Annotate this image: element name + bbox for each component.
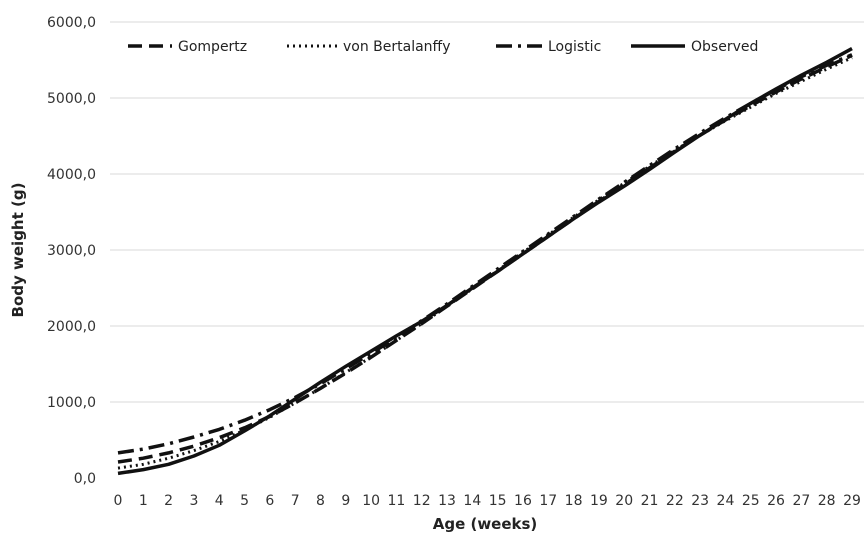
y-tick-label: 6000,0 <box>47 15 96 31</box>
x-tick-label: 9 <box>341 493 350 509</box>
series-line-gompertz <box>117 53 853 464</box>
x-tick-label: 5 <box>240 493 249 509</box>
series-line-logistic <box>117 53 853 455</box>
legend-label: Logistic <box>548 39 601 55</box>
x-tick-label: 12 <box>413 493 431 509</box>
x-tick-label: 17 <box>539 493 557 509</box>
y-tick-label: 2000,0 <box>47 319 96 335</box>
x-tick-label: 16 <box>514 493 532 509</box>
gridlines <box>110 21 864 403</box>
x-tick-label: 2 <box>164 493 173 509</box>
y-tick-label: 1000,0 <box>47 395 96 411</box>
x-tick-label: 7 <box>291 493 300 509</box>
x-tick-label: 25 <box>742 493 760 509</box>
legend-label: Observed <box>691 39 758 55</box>
x-tick-label: 27 <box>792 493 810 509</box>
legend-item-logistic: Logistic <box>496 39 601 55</box>
x-tick-label: 20 <box>615 493 633 509</box>
x-tick-label: 4 <box>215 493 224 509</box>
x-tick-label: 8 <box>316 493 325 509</box>
x-tick-label: 0 <box>114 493 123 509</box>
x-tick-label: 14 <box>463 493 481 509</box>
series-line-von-bertalanffy <box>117 56 853 470</box>
x-tick-label: 6 <box>265 493 274 509</box>
legend-item-gompertz: Gompertz <box>128 39 247 55</box>
x-tick-label: 1 <box>139 493 148 509</box>
x-tick-label: 18 <box>565 493 583 509</box>
x-tick-label: 11 <box>387 493 405 509</box>
y-tick-label: 4000,0 <box>47 167 96 183</box>
x-tick-label: 29 <box>843 493 861 509</box>
x-tick-label: 21 <box>641 493 659 509</box>
y-tick-label: 5000,0 <box>47 91 96 107</box>
y-axis-title: Body weight (g) <box>9 183 27 318</box>
x-tick-label: 24 <box>717 493 735 509</box>
x-tick-label: 22 <box>666 493 684 509</box>
legend-label: Gompertz <box>178 39 247 55</box>
legend-item-von-bertalanffy: von Bertalanffy <box>287 39 451 55</box>
y-axis-tick-labels: 0,0 1000,0 2000,0 3000,0 4000,0 5000,0 6000,0 <box>47 15 96 487</box>
legend-label: von Bertalanffy <box>343 39 451 55</box>
x-tick-label: 19 <box>590 493 608 509</box>
x-axis-tick-labels: 0 1 2 3 4 5 6 7 8 9 10 11 12 13 14 15 16 17 18 19 20 21 22 23 24… <box>114 493 861 509</box>
legend-item-observed: Observed <box>631 39 758 55</box>
series-lines <box>117 47 853 476</box>
x-tick-label: 3 <box>189 493 198 509</box>
x-tick-label: 13 <box>438 493 456 509</box>
x-tick-label: 10 <box>362 493 380 509</box>
x-axis-title: Age (weeks) <box>433 515 538 533</box>
x-tick-label: 15 <box>489 493 507 509</box>
y-tick-label: 0,0 <box>74 471 96 487</box>
x-tick-label: 28 <box>818 493 836 509</box>
y-tick-label: 3000,0 <box>47 243 96 259</box>
x-tick-label: 26 <box>767 493 785 509</box>
x-tick-label: 23 <box>691 493 709 509</box>
legend: Gompertz von Bertalanffy Logistic Observed <box>128 39 758 55</box>
series-line-observed <box>117 47 853 476</box>
